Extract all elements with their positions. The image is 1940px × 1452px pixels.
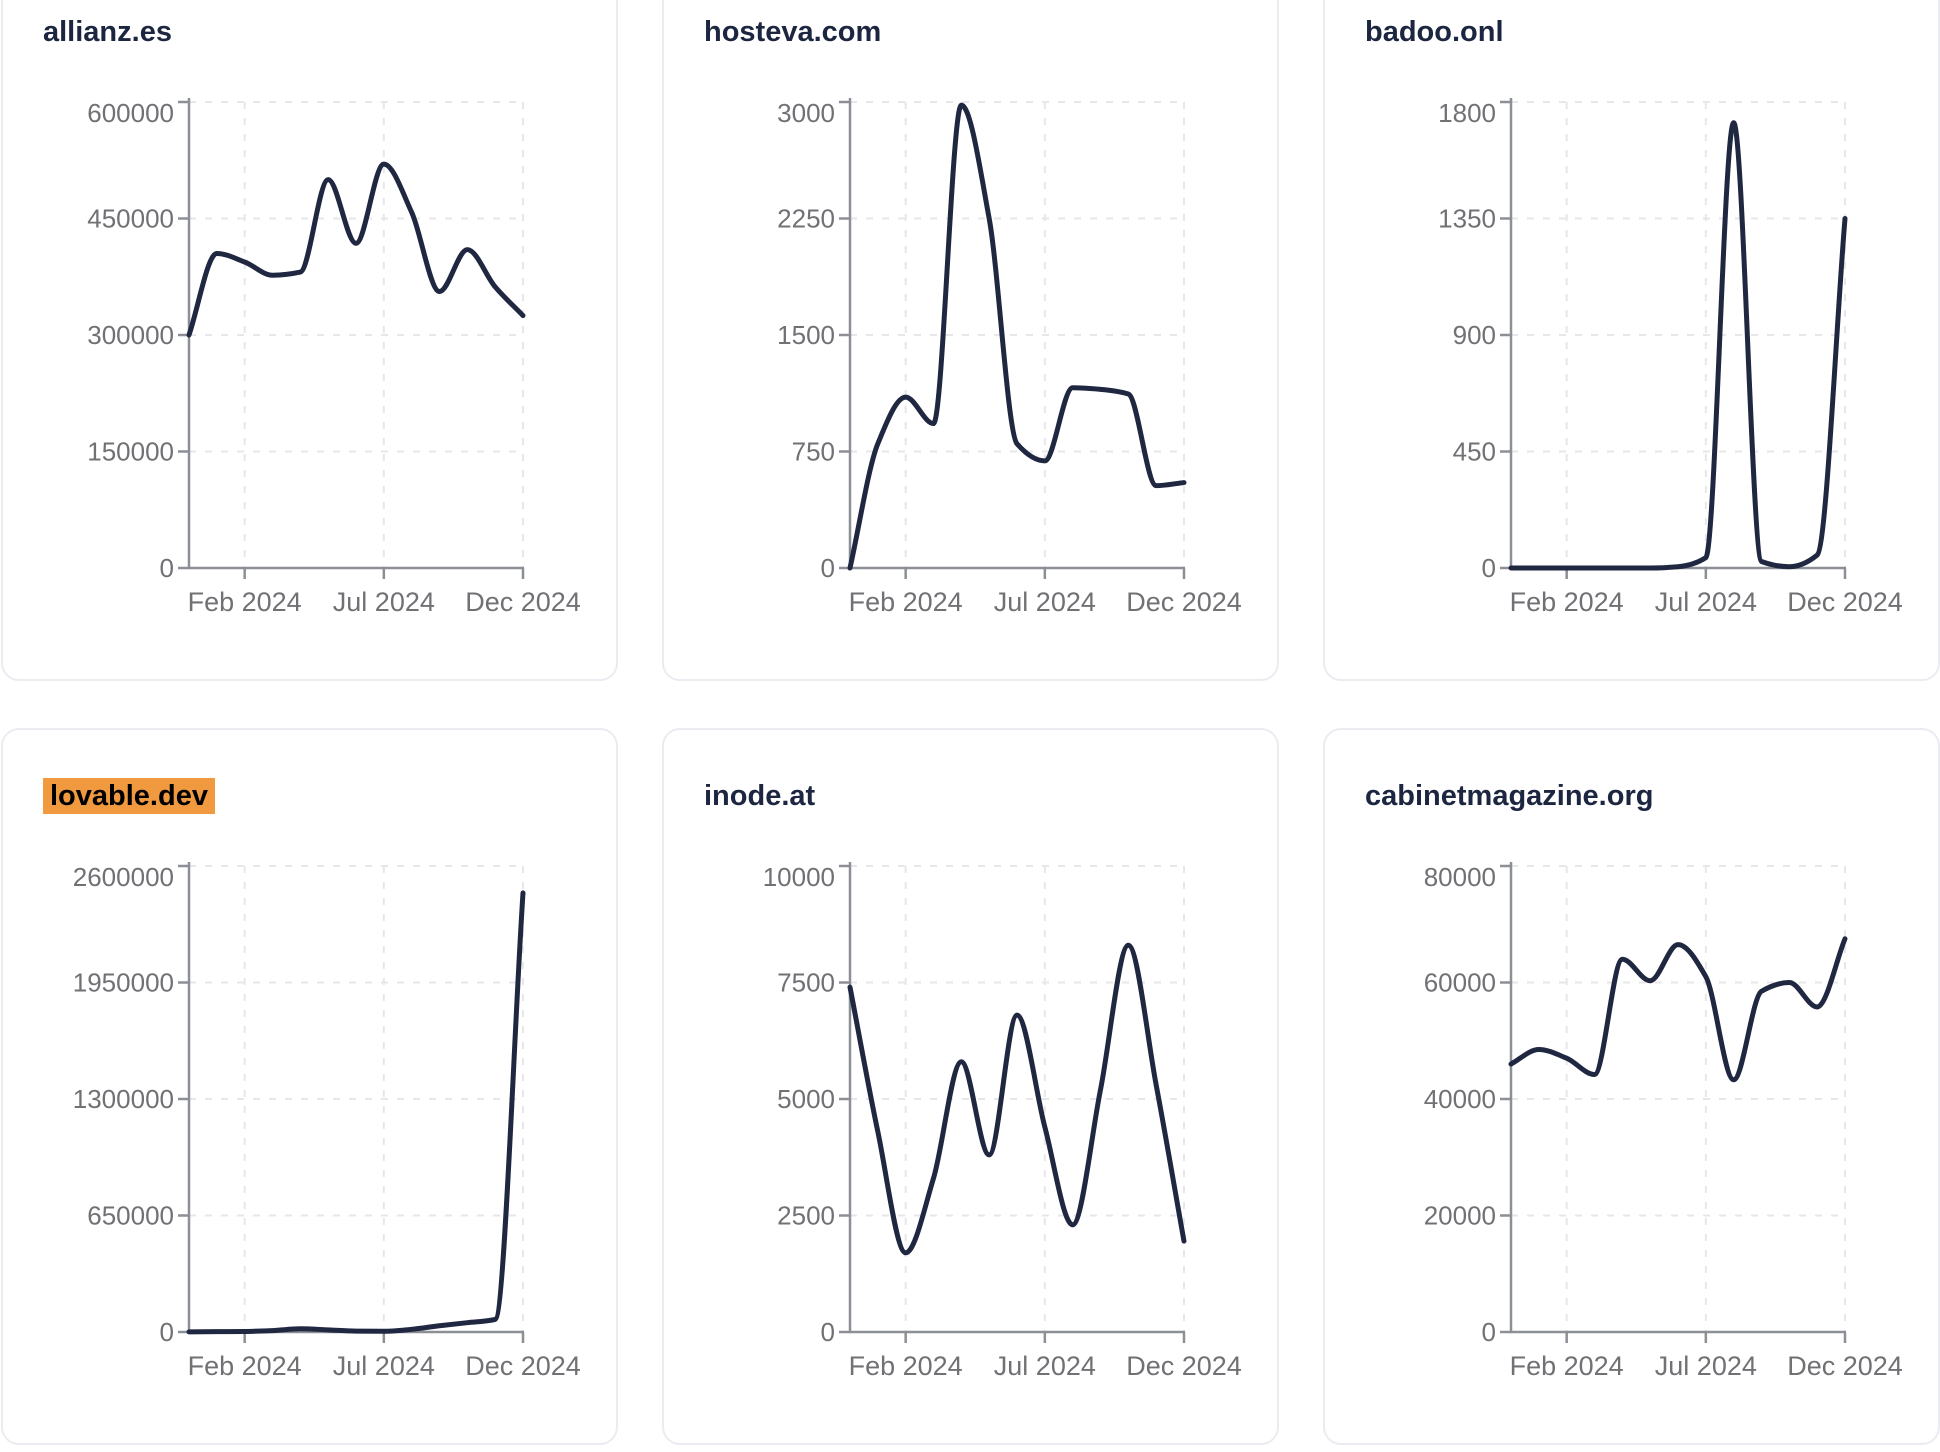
x-tick-label: Jul 2024 bbox=[333, 1351, 435, 1380]
x-tick-label: Jul 2024 bbox=[994, 587, 1096, 616]
y-tick-label: 20000 bbox=[1424, 1201, 1496, 1231]
y-tick-label: 1350 bbox=[1438, 204, 1496, 234]
y-tick-label: 10000 bbox=[763, 862, 835, 892]
y-tick-label: 450000 bbox=[87, 204, 174, 234]
y-tick-label: 7500 bbox=[777, 968, 835, 998]
chart-card-1: hosteva.com 0 750 1500 2250 3000 Feb 2024 Jul … bbox=[662, 0, 1279, 681]
y-tick-label: 0 bbox=[160, 553, 174, 583]
chart-title-text: hosteva.com bbox=[704, 16, 882, 48]
y-tick-label: 900 bbox=[1453, 320, 1496, 350]
line-chart: 0 750 1500 2250 3000 Feb 2024 Jul 2024 Dec 2024 bbox=[777, 98, 1242, 616]
line-chart: 0 650000 1300000 1950000 2600000 Feb 2024 Jul … bbox=[73, 862, 581, 1380]
line-chart: 0 20000 40000 60000 80000 Feb 2024 Jul 2024 Dec… bbox=[1424, 862, 1903, 1380]
data-line bbox=[847, 942, 1187, 1256]
chart-card-3: lovable.dev 0 650000 1300000 1950000 2600000… bbox=[1, 728, 618, 1445]
y-tick-label: 2500 bbox=[777, 1201, 835, 1231]
line-chart: 0 2500 5000 7500 10000 Feb 2024 Jul 2024 Dec 20… bbox=[763, 862, 1242, 1380]
y-tick-label: 40000 bbox=[1424, 1084, 1496, 1114]
y-tick-label: 5000 bbox=[777, 1084, 835, 1114]
chart-title-text: cabinetmagazine.org bbox=[1365, 780, 1654, 812]
y-tick-label: 1800 bbox=[1438, 98, 1496, 128]
x-tick-label: Feb 2024 bbox=[849, 1351, 963, 1380]
chart-title: cabinetmagazine.org bbox=[1365, 778, 1653, 814]
y-tick-label: 3000 bbox=[777, 98, 835, 128]
chart-card-2: badoo.onl 0 450 900 1350 1800 Feb 2024 Jul 202… bbox=[1323, 0, 1940, 681]
x-tick-label: Jul 2024 bbox=[994, 1351, 1096, 1380]
y-tick-label: 150000 bbox=[87, 437, 174, 467]
y-tick-label: 1500 bbox=[777, 320, 835, 350]
x-tick-label: Feb 2024 bbox=[188, 1351, 302, 1380]
y-tick-label: 0 bbox=[1482, 1317, 1496, 1347]
y-tick-label: 0 bbox=[821, 553, 835, 583]
y-tick-label: 80000 bbox=[1424, 862, 1496, 892]
x-tick-label: Feb 2024 bbox=[1510, 587, 1624, 616]
y-tick-label: 2250 bbox=[777, 204, 835, 234]
chart-title: allianz.es bbox=[43, 14, 172, 50]
y-tick-label: 1300000 bbox=[73, 1084, 174, 1114]
y-tick-label: 0 bbox=[1482, 553, 1496, 583]
x-tick-label: Feb 2024 bbox=[1510, 1351, 1624, 1380]
y-tick-label: 650000 bbox=[87, 1201, 174, 1231]
chart-card-5: cabinetmagazine.org 0 20000 40000 60000 8000… bbox=[1323, 728, 1940, 1445]
x-tick-label: Dec 2024 bbox=[1787, 1351, 1903, 1380]
y-tick-label: 450 bbox=[1453, 437, 1496, 467]
y-tick-label: 0 bbox=[821, 1317, 835, 1347]
y-tick-label: 300000 bbox=[87, 320, 174, 350]
data-line bbox=[847, 102, 1187, 571]
chart-title-text: inode.at bbox=[704, 780, 816, 812]
x-tick-label: Dec 2024 bbox=[465, 587, 581, 616]
x-tick-label: Feb 2024 bbox=[849, 587, 963, 616]
data-line bbox=[1508, 120, 1848, 571]
y-tick-label: 1950000 bbox=[73, 968, 174, 998]
chart-card-0: allianz.es 0 150000 300000 450000 600000 Feb … bbox=[1, 0, 618, 681]
line-chart: 0 450 900 1350 1800 Feb 2024 Jul 2024 Dec 2024 bbox=[1438, 98, 1903, 616]
chart-title: lovable.dev bbox=[43, 778, 215, 814]
y-tick-label: 2600000 bbox=[73, 862, 174, 892]
y-tick-label: 600000 bbox=[87, 98, 174, 128]
x-tick-label: Dec 2024 bbox=[1126, 1351, 1242, 1380]
y-tick-label: 60000 bbox=[1424, 968, 1496, 998]
data-line bbox=[186, 890, 526, 1335]
chart-title: badoo.onl bbox=[1365, 14, 1504, 50]
data-line bbox=[186, 161, 526, 338]
x-tick-label: Jul 2024 bbox=[333, 587, 435, 616]
x-tick-label: Dec 2024 bbox=[1126, 587, 1242, 616]
y-tick-label: 0 bbox=[160, 1317, 174, 1347]
x-tick-label: Dec 2024 bbox=[1787, 587, 1903, 616]
x-tick-label: Jul 2024 bbox=[1655, 1351, 1757, 1380]
data-line bbox=[1508, 936, 1848, 1083]
chart-title-text: badoo.onl bbox=[1365, 16, 1504, 48]
chart-title-text: allianz.es bbox=[43, 16, 172, 48]
chart-title: inode.at bbox=[704, 778, 815, 814]
y-tick-label: 750 bbox=[792, 437, 835, 467]
chart-title: hosteva.com bbox=[704, 14, 881, 50]
x-tick-label: Feb 2024 bbox=[188, 587, 302, 616]
x-tick-label: Dec 2024 bbox=[465, 1351, 581, 1380]
line-chart: 0 150000 300000 450000 600000 Feb 2024 Jul 202… bbox=[87, 98, 581, 616]
x-tick-label: Jul 2024 bbox=[1655, 587, 1757, 616]
chart-card-4: inode.at 0 2500 5000 7500 10000 Feb 2024 Jul 2… bbox=[662, 728, 1279, 1445]
chart-title-text-highlighted: lovable.dev bbox=[43, 778, 215, 814]
